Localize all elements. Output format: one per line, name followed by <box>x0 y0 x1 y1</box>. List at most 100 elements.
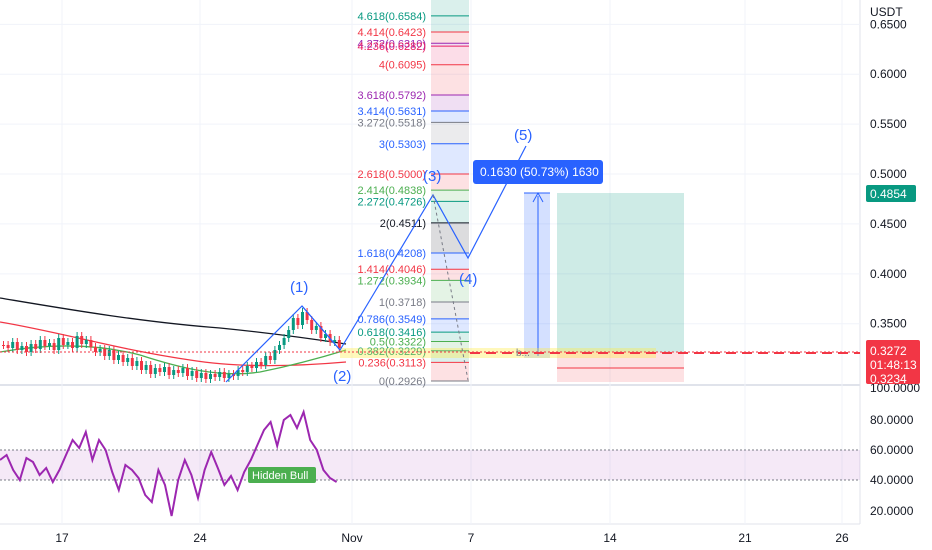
fib-zone-5 <box>431 64 469 95</box>
fib-label-13: 2(0.4511) <box>380 218 426 230</box>
target-price-tag-box <box>866 185 916 202</box>
candle-body <box>71 342 74 348</box>
rsi-path <box>0 408 338 517</box>
fib-zone-9 <box>431 143 469 175</box>
candle-body <box>227 374 231 378</box>
candle-body <box>324 334 327 338</box>
wave-path <box>225 145 527 383</box>
candle-body <box>278 345 281 350</box>
fib-level-labels: 4.618(0.6584)4.414(0.6423)4.272(0.6310)4… <box>358 11 427 388</box>
price-tick-4: 0.4500 <box>870 217 907 231</box>
long-position-profit-zone[interactable] <box>557 193 684 352</box>
fib-label-9: 3(0.5303) <box>379 139 426 151</box>
hidden-bull-badge: Hidden Bull <box>248 467 316 483</box>
candle-body <box>149 365 153 374</box>
candle-body <box>314 326 318 330</box>
long-position-tool[interactable] <box>557 193 684 382</box>
candle-body <box>80 336 84 344</box>
oscillator-axis[interactable]: 100.0000 80.0000 60.0000 40.0000 20.0000 <box>870 381 920 518</box>
fib-label-3: 4.272(0.6310) <box>358 38 427 50</box>
fib-zone-16 <box>431 280 469 302</box>
fib-zone-1 <box>431 15 469 32</box>
fib-label-1: 4.618(0.6584) <box>358 11 427 23</box>
fib-label-15: 1.414(0.4046) <box>358 264 427 276</box>
buy-label: b... <box>516 348 530 359</box>
candle-body <box>112 350 116 360</box>
candle-body <box>75 336 79 348</box>
time-axis[interactable]: 17 24 Nov 7 14 21 26 <box>55 531 849 545</box>
fib-label-5: 4(0.6095) <box>379 60 426 72</box>
candle-body <box>34 344 38 349</box>
candle-body <box>66 342 70 345</box>
candle-body <box>2 345 5 346</box>
wave-dashed <box>432 194 469 381</box>
candle-body <box>167 367 171 375</box>
fib-zone-6 <box>431 94 469 112</box>
fib-label-18: 0.786(0.3549) <box>358 314 427 326</box>
oscillator-pane[interactable] <box>0 387 860 524</box>
fib-zone-20 <box>431 341 469 351</box>
candle-body <box>333 340 337 342</box>
fib-label-19: 0.618(0.3416) <box>358 327 427 339</box>
fib-label-22: 0.236(0.3113) <box>358 357 426 369</box>
candle-body <box>61 338 65 345</box>
price-pane[interactable] <box>0 0 860 384</box>
candle-body <box>52 343 56 350</box>
osc-tick-2: 60.0000 <box>870 443 914 457</box>
measure-zone[interactable] <box>524 193 550 358</box>
wave-label-1: (1) <box>290 279 308 296</box>
fib-zone-22 <box>431 362 469 381</box>
candle-body <box>264 356 268 365</box>
fib-extension[interactable] <box>431 0 469 382</box>
moving-averages <box>0 297 347 375</box>
candle-body <box>153 368 157 374</box>
candle-body <box>319 326 323 338</box>
candle-body <box>291 318 295 330</box>
fib-zone-10 <box>431 174 469 191</box>
fib-zone-11 <box>431 190 469 202</box>
rsi-band <box>0 449 860 481</box>
time-tick-5: 21 <box>738 531 752 545</box>
candle-body <box>195 371 199 378</box>
fib-zone-18 <box>431 318 469 333</box>
candle-body <box>241 370 245 372</box>
time-tick-1: 24 <box>193 531 207 545</box>
candle-body <box>218 372 222 377</box>
price-tick-2: 0.5500 <box>870 117 907 131</box>
candle-body <box>38 340 42 349</box>
measure-tooltip: 0.1630 (50.73%) 1630 <box>473 160 603 184</box>
candle-body <box>29 344 33 352</box>
fib-label-8: 3.272(0.5518) <box>358 117 427 129</box>
price-below-text: 0.3234 <box>870 372 907 386</box>
candle-body <box>255 362 258 368</box>
fib-label-21: 0.382(0.3229) <box>358 346 427 358</box>
candle-body <box>140 361 143 370</box>
fib-zone-15 <box>431 269 469 281</box>
entry-highlight <box>340 348 656 358</box>
time-tick-6: 26 <box>835 531 849 545</box>
candle-body <box>94 347 97 352</box>
candle-body <box>107 350 111 356</box>
fib-label-11: 2.414(0.4838) <box>358 185 427 197</box>
candle-body <box>121 355 125 362</box>
price-range-measure[interactable] <box>524 191 550 358</box>
long-position-loss-zone[interactable] <box>557 352 684 382</box>
fib-label-10: 2.618(0.5000) <box>358 169 427 181</box>
candle-body <box>259 362 263 365</box>
time-tick-3: 7 <box>468 531 475 545</box>
candle-body <box>172 370 176 375</box>
candle-body <box>130 358 134 366</box>
fib-label-14: 1.618(0.4208) <box>358 248 427 260</box>
fib-label-12: 2.272(0.4726) <box>358 196 427 208</box>
ma-green <box>0 345 347 375</box>
candle-body <box>301 312 304 325</box>
candle-body <box>15 342 19 350</box>
price-axis[interactable]: 0.6500 0.6000 0.5500 0.5000 0.4500 0.4000 0.35… <box>870 17 907 330</box>
target-price-tag: 0.4854 <box>866 185 916 202</box>
candle-body <box>98 349 102 352</box>
elliott-wave[interactable]: (1) (2) (3) (4) (5) <box>225 127 532 385</box>
candle-body <box>126 358 130 362</box>
candle-body <box>190 371 194 376</box>
fib-zone-4 <box>431 46 469 65</box>
